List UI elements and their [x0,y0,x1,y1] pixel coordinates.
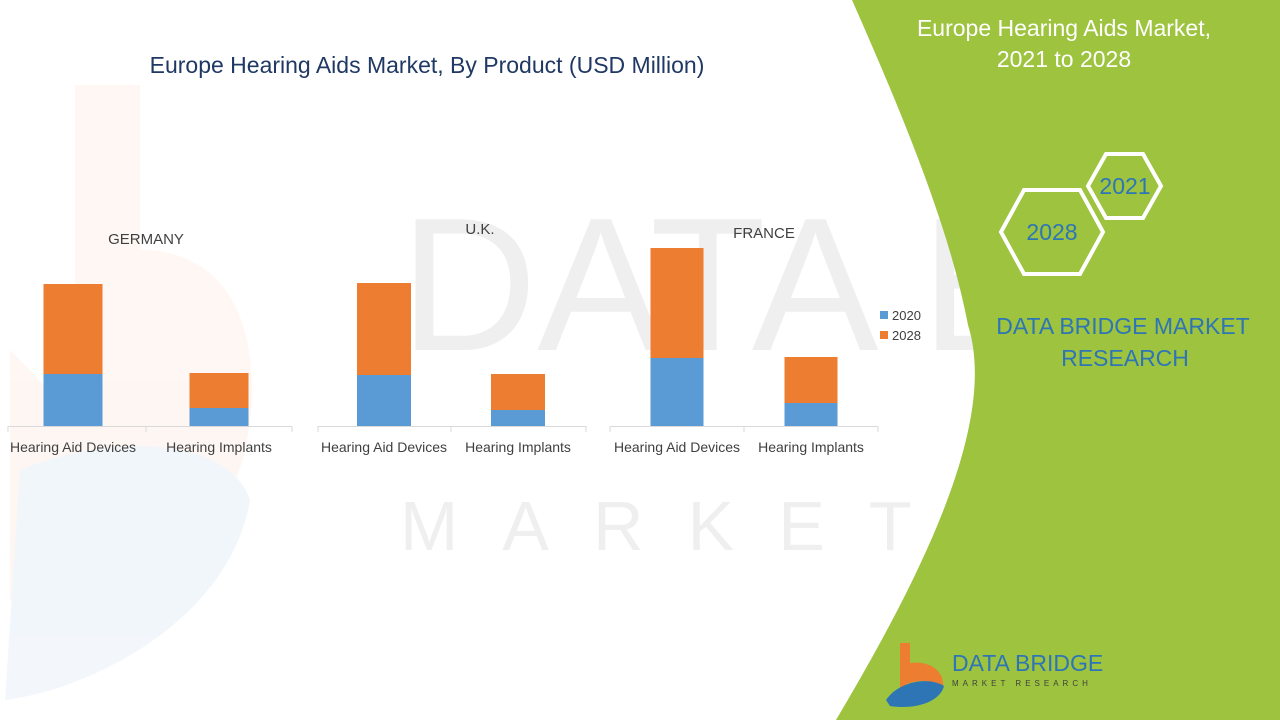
bar-2020-hearing-aid-devices [357,375,411,426]
category-label: Hearing Aid Devices [321,439,447,455]
bar-2020-hearing-implants [189,408,249,426]
side-panel-title-line2: 2021 to 2028 [997,46,1131,72]
legend-swatch-2020 [880,311,888,319]
brand-name-line1: DATA BRIDGE MARKET [996,313,1249,339]
watermark-logo-mark [10,85,252,602]
bar-2028-hearing-implants [189,373,249,408]
panel-france: FRANCE Hearing Aid Devices Hearing Implant… [609,225,879,455]
bar-2028-hearing-implants [784,357,838,403]
side-panel-title-line1: Europe Hearing Aids Market, [917,15,1211,41]
logo-mark-blue [886,681,944,708]
legend-label-2020: 2020 [892,308,921,323]
legend-swatch-2028 [880,331,888,339]
category-label: Hearing Implants [166,439,272,455]
chart-title: Europe Hearing Aids Market, By Product (… [150,52,705,78]
panel-uk: U.K. Hearing Aid Devices Hearing Implants [317,221,587,455]
panel-germany: GERMANY Hearing Aid Devices Hearing Implan… [7,231,293,455]
side-panel-background [836,0,1280,720]
legend-label-2028: 2028 [892,328,921,343]
bar-2028-hearing-aid-devices [357,283,411,375]
category-label: Hearing Aid Devices [10,439,136,455]
logo-tagline: MARKET RESEARCH [952,679,1092,688]
bar-2020-hearing-aid-devices [650,358,704,426]
panel-group-title: GERMANY [108,231,184,248]
logo-mark-orange [900,643,944,688]
hexagon-year-2028: 2028 [1026,219,1077,245]
panel-group-title: U.K. [465,221,494,238]
bar-2028-hearing-aid-devices [43,284,103,374]
panel-group-title: FRANCE [733,225,795,242]
bar-2020-hearing-implants [491,410,545,426]
chart-panels: GERMANY Hearing Aid Devices Hearing Implan… [7,221,879,455]
category-label: Hearing Aid Devices [614,439,740,455]
chart-legend: 2020 2028 [880,308,921,343]
bar-2020-hearing-aid-devices [43,374,103,426]
data-bridge-logo: DATA BRIDGE MARKET RESEARCH [886,643,1103,708]
bar-2020-hearing-implants [784,403,838,426]
logo-name: DATA BRIDGE [952,650,1103,676]
bar-2028-hearing-implants [491,374,545,410]
hexagon-large [998,188,1106,276]
bar-2028-hearing-aid-devices [650,248,704,358]
brand-name-line2: RESEARCH [1061,345,1189,371]
hexagon-small [1085,152,1164,220]
category-label: Hearing Implants [465,439,571,455]
watermark-logo-swoosh [5,446,250,700]
category-label: Hearing Implants [758,439,864,455]
hexagon-year-2021: 2021 [1099,173,1150,199]
